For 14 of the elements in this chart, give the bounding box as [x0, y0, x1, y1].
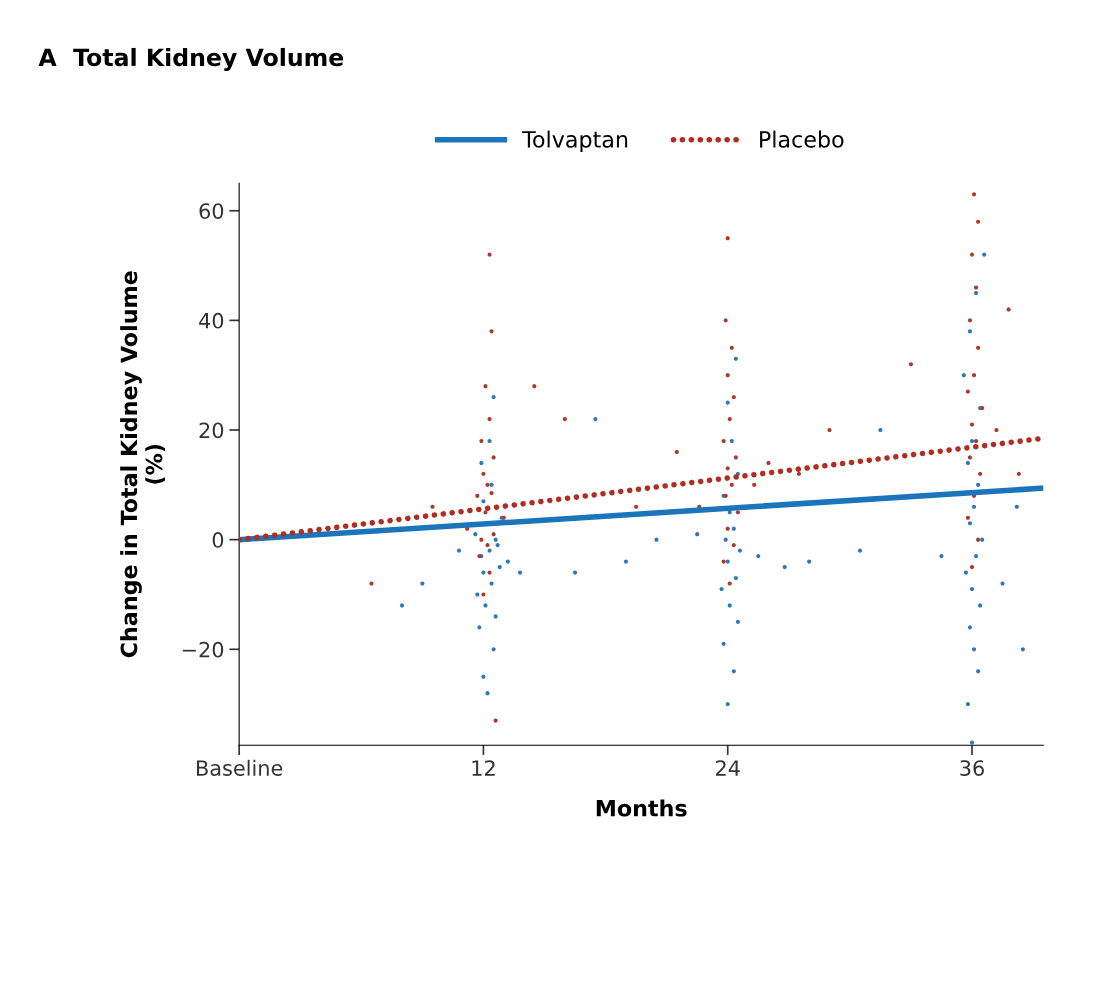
y-axis-title: Change in Total Kidney Volume (%)	[120, 271, 166, 658]
chart-title: A Total Kidney Volume	[38, 47, 344, 71]
y-tick-label: 60	[199, 203, 224, 219]
x-tick-label: 24	[715, 760, 740, 776]
x-tick-label: Baseline	[197, 759, 283, 776]
x-tick-label: 36	[960, 760, 984, 776]
y-tick-label: 0	[212, 532, 224, 548]
y-tick-label: −20	[182, 641, 224, 658]
legend-label: Placebo	[760, 130, 844, 148]
y-tick-label: 20	[199, 422, 224, 439]
x-axis-title: Months	[596, 799, 687, 817]
legend-label: Tolvaptan	[522, 130, 628, 153]
x-tick-label: 12	[472, 760, 495, 776]
y-tick-label: 40	[199, 312, 224, 329]
